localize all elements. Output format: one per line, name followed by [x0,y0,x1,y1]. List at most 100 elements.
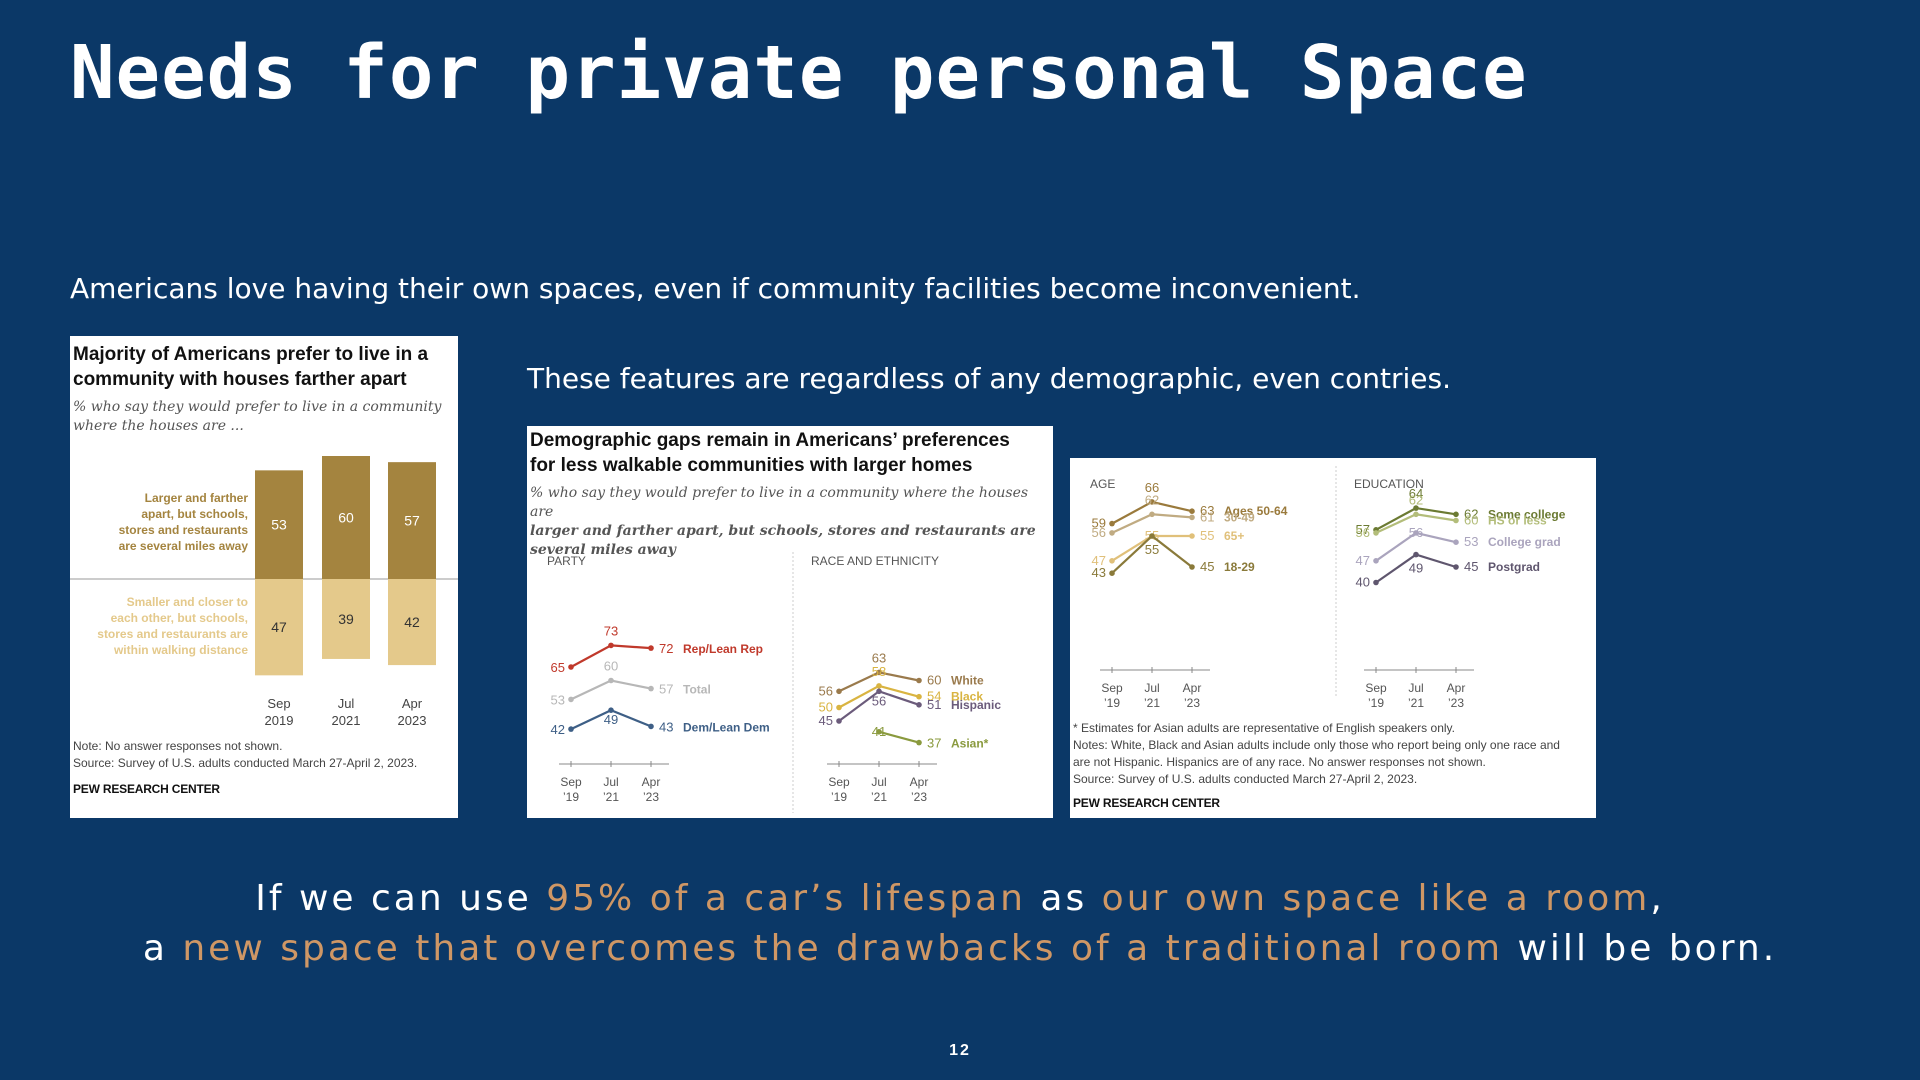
series-value-0-0: 59 [1092,516,1106,531]
bar-category-1: Jul 2021 [332,696,361,728]
series-value-1-0: 56 [1356,525,1370,540]
series-point-1-1 [1149,511,1155,518]
series-value-0-0: 57 [1356,522,1370,537]
series-value-2-0: 47 [1356,553,1370,568]
bar-label-larger-0: 53 [271,517,287,533]
series-point-0-1 [608,642,614,649]
series-value-0-0: 65 [551,660,565,675]
series-point-0-0 [836,688,842,695]
chart-title: RACE AND ETHNICITY [811,554,939,568]
series-value-1-2: 60 [1464,513,1478,528]
series-value-0-2: 63 [1200,503,1214,518]
series-value-2-2: 55 [1200,528,1214,543]
series-name-3: Asian* [951,737,989,751]
card3-org: PEW RESEARCH CENTER [1073,796,1220,810]
series-value-3-1: 41 [872,724,886,739]
chart-title: EDUCATION [1354,477,1424,491]
series-point-0-0 [568,664,574,670]
series-point-1-0 [836,704,842,711]
series-name-2: College grad [1488,535,1561,549]
series-point-1-2 [916,693,922,700]
card3-notes: * Estimates for Asian adults are represe… [1073,721,1560,786]
x-tick-label-0: Sep ’19 [1101,681,1123,710]
bar-label-smaller-2: 42 [404,614,420,630]
series-name-2: 65+ [1224,529,1244,543]
series-point-3-1 [1413,551,1419,558]
series-value-1-2: 57 [659,682,673,697]
x-tick-label-2: Apr ’23 [1183,681,1202,710]
card2-description: % who say they would prefer to live in a… [530,485,1036,558]
series-point-2-2 [916,702,922,708]
series-value-3-2: 37 [927,736,941,751]
conclusion-segment: new space that overcomes the drawbacks o… [182,928,1504,969]
conclusion-segment: as [1025,878,1102,919]
series-line-1 [570,679,652,701]
series-name-3: Postgrad [1488,560,1540,574]
page-number: 12 [949,1042,971,1059]
series-point-2-0 [836,718,842,724]
bar-smaller-2 [388,579,436,666]
series-name-2: Hispanic [951,698,1001,712]
series-point-0-0 [1109,520,1115,527]
chart-card-preference: Majority of Americans prefer to live in … [70,336,458,818]
bar-category-2: Apr 2023 [398,696,427,728]
series-point-3-2 [916,739,922,746]
series-point-3-0 [1109,570,1115,576]
bar-label-larger-2: 57 [404,513,420,529]
series-point-1-2 [1453,517,1459,524]
series-value-0-1: 64 [1409,486,1423,501]
x-tick-label-0: Sep ’19 [560,775,582,804]
series-value-3-0: 43 [1092,565,1106,580]
bar-chart-preference: 53 47 Sep 2019 60 39 Jul 2021 57 42 Apr 2023 Larger … [70,456,458,728]
series-value-0-0: 56 [819,683,833,698]
x-tick-label-0: Sep ’19 [828,775,850,804]
series-value-1-1: 60 [604,659,618,674]
series-label-smaller: Smaller and closer to each other, but sch… [97,595,248,657]
series-point-0-2 [1189,508,1195,514]
series-value-1-1: 62 [1409,492,1423,507]
card1-notes: Note: No answer responses not shown. Sou… [73,739,418,770]
x-tick-label-2: Apr ’23 [910,775,929,804]
series-value-2-2: 43 [659,719,673,734]
series-point-1-1 [1413,511,1419,518]
conclusion-segment: If we can use [255,878,547,919]
series-value-0-1: 63 [872,650,886,665]
series-value-3-1: 49 [1409,561,1423,576]
series-point-1-1 [608,677,614,684]
series-point-2-1 [608,707,614,713]
x-tick-label-1: Jul ’21 [871,775,887,804]
series-point-1-0 [1373,530,1379,536]
chart-title: PARTY [547,554,586,568]
series-value-3-2: 45 [1200,559,1214,574]
series-value-3-2: 45 [1464,559,1478,574]
series-point-0-1 [1413,505,1419,511]
conclusion-segment: will be born. [1503,928,1778,969]
x-tick-label-1: Jul ’21 [1408,681,1424,710]
x-tick-label-2: Apr ’23 [1447,681,1466,710]
series-point-3-1 [876,729,882,735]
series-name-1: 30-49 [1224,510,1255,524]
bar-smaller-0 [255,579,303,676]
series-label-larger: Larger and farther apart, but schools, sto… [119,491,249,553]
series-point-3-0 [1373,579,1379,586]
subtitle-demographics: These features are regardless of any dem… [527,362,1452,395]
series-name-0: White [951,674,984,688]
series-value-0-2: 72 [659,641,673,656]
series-name-0: Some college [1488,507,1566,521]
series-point-2-2 [648,723,654,730]
series-value-2-0: 45 [819,713,833,728]
line-chart-party: PARTY Sep ’19 Jul ’21 Apr ’23 65 73 72 Rep/Lean Re… [547,554,770,804]
series-value-2-0: 42 [551,722,565,737]
series-value-2-2: 53 [1464,534,1478,549]
series-point-1-0 [1109,530,1115,536]
series-point-2-2 [1189,533,1195,539]
series-value-0-1: 73 [604,623,618,638]
chart-card-demographics: Demographic gaps remain in Americans’ pr… [527,426,1053,818]
series-point-1-2 [648,685,654,692]
bar-category-0: Sep 2019 [265,696,294,728]
card1-title: Majority of Americans prefer to live in … [73,344,429,390]
series-value-2-0: 47 [1092,553,1106,568]
series-line-3 [878,730,920,744]
bar-smaller-1 [322,579,370,659]
